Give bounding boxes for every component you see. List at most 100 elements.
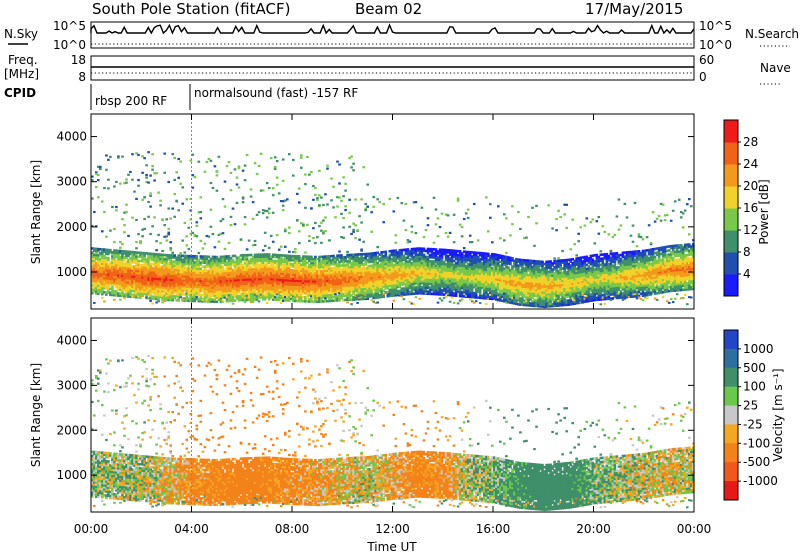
power-cell <box>330 199 333 202</box>
power-cell <box>410 262 414 265</box>
power-cell <box>376 301 379 304</box>
power-cell <box>422 282 426 285</box>
power-cell <box>434 223 438 226</box>
power-cell <box>362 287 365 291</box>
power-cell <box>173 278 176 282</box>
power-cell <box>430 262 434 265</box>
power-cell <box>127 283 130 286</box>
power-cell <box>316 278 319 281</box>
power-cell <box>364 203 367 206</box>
power-cell <box>446 283 450 287</box>
power-cell <box>95 288 98 291</box>
power-cell <box>294 279 297 282</box>
power-cell <box>173 264 176 267</box>
power-cell <box>109 281 112 284</box>
power-cell <box>133 273 136 276</box>
power-cell <box>300 259 303 262</box>
power-cell <box>229 295 233 299</box>
power-cell <box>181 264 184 268</box>
power-cell <box>253 263 257 267</box>
power-cell <box>497 272 500 275</box>
power-cell <box>400 291 404 294</box>
power-cell <box>306 273 309 277</box>
power-cell <box>495 255 498 259</box>
power-cell <box>255 279 259 283</box>
power-cell <box>472 296 476 299</box>
power-cell <box>251 244 255 247</box>
power-cell <box>173 156 176 160</box>
power-cell <box>344 282 347 285</box>
power-cell <box>326 293 329 297</box>
power-cell <box>279 280 283 283</box>
power-cell <box>231 299 235 302</box>
power-cell <box>221 294 225 297</box>
power-cell <box>362 257 365 260</box>
power-cell <box>495 294 498 297</box>
power-cell <box>97 257 100 261</box>
power-cell <box>324 257 327 260</box>
power-cell <box>159 265 162 269</box>
power-cell <box>316 297 319 300</box>
power-cell <box>201 265 205 268</box>
power-cell <box>189 232 193 235</box>
power-cell <box>436 217 440 220</box>
power-cell <box>468 295 472 299</box>
power-cell <box>121 258 124 261</box>
power-cell <box>426 276 430 279</box>
power-cell <box>324 293 327 297</box>
power-cell <box>117 286 120 289</box>
power-cell <box>372 264 375 267</box>
power-cell <box>340 278 343 282</box>
power-cell <box>454 255 458 259</box>
power-cell <box>169 282 172 286</box>
power-cell <box>318 257 321 261</box>
power-cell <box>394 269 398 273</box>
power-cell <box>151 168 154 171</box>
power-cell <box>344 270 347 273</box>
power-cell <box>167 231 170 234</box>
power-cell <box>229 277 233 280</box>
power-cell <box>402 283 406 286</box>
power-cell <box>302 273 305 277</box>
power-cell <box>368 258 371 262</box>
power-cell <box>215 255 219 259</box>
power-cell <box>139 273 142 277</box>
power-cell <box>105 248 108 252</box>
power-cell <box>418 277 422 281</box>
power-cell <box>95 276 98 279</box>
power-cell <box>316 270 319 273</box>
power-cell <box>326 275 329 279</box>
power-cell <box>157 287 160 291</box>
power-cell <box>440 281 444 284</box>
power-cell <box>153 271 156 274</box>
power-cell <box>203 279 207 283</box>
power-cell <box>149 282 152 286</box>
power-cell <box>273 166 277 169</box>
power-cell <box>117 259 120 263</box>
power-cell <box>221 275 225 279</box>
power-cell <box>390 294 394 297</box>
power-cell <box>215 270 219 273</box>
power-cell <box>290 295 293 298</box>
power-cell <box>400 258 404 262</box>
power-cell <box>366 269 369 272</box>
power-cell <box>324 269 327 273</box>
power-cell <box>434 278 438 282</box>
power-cell <box>384 283 388 286</box>
power-cell <box>398 259 402 262</box>
power-cell <box>414 296 418 299</box>
power-cell <box>197 277 201 281</box>
power-cell <box>175 266 178 270</box>
power-cell <box>135 285 138 289</box>
power-cell <box>261 271 265 275</box>
power-cell <box>229 189 233 192</box>
power-cell <box>215 265 219 269</box>
power-cell <box>442 260 446 264</box>
power-cell <box>326 203 329 206</box>
power-cell <box>255 288 259 291</box>
power-cell <box>450 249 454 252</box>
power-cell <box>396 261 400 264</box>
power-cell <box>101 254 104 257</box>
power-cell <box>456 288 460 291</box>
power-cell <box>141 280 144 283</box>
